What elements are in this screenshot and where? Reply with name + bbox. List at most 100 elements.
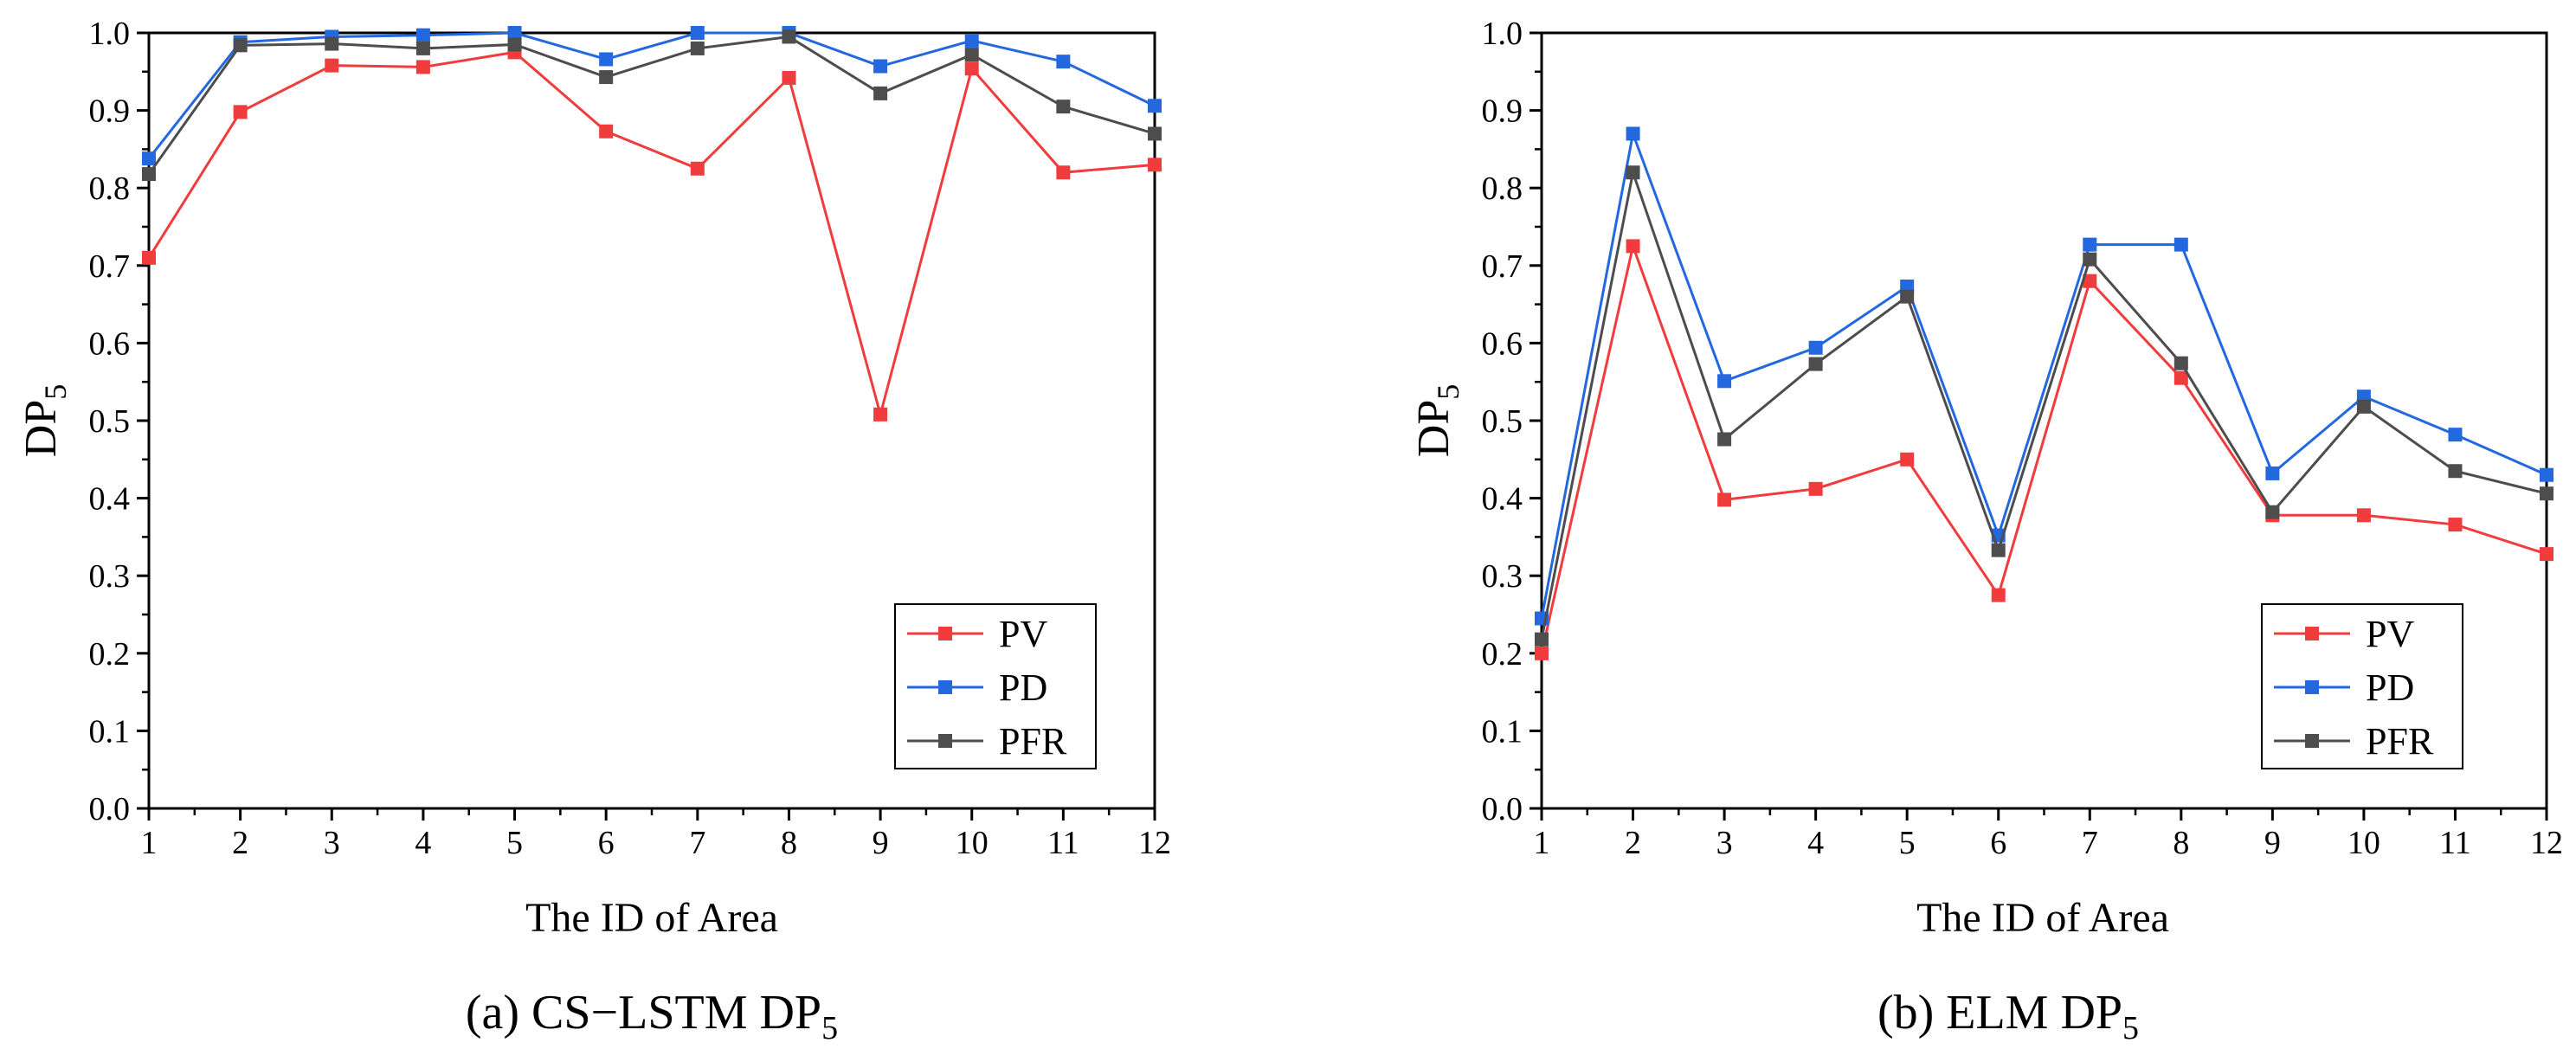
- y-tick-label: 0.0: [1482, 791, 1523, 827]
- y-tick-label: 0.7: [89, 248, 131, 285]
- caption-sub: 5: [2122, 1010, 2139, 1046]
- x-tick-label: 3: [1716, 825, 1733, 861]
- data-point-pfr: [2448, 464, 2463, 479]
- x-tick-label: 9: [873, 825, 889, 861]
- x-tick-label: 5: [1899, 825, 1916, 861]
- data-point-pfr: [1148, 126, 1162, 141]
- series-line-pfr: [1540, 167, 2547, 640]
- data-point-pv: [2083, 274, 2097, 288]
- data-point-pd: [507, 26, 522, 40]
- x-tick-label: 5: [506, 825, 523, 861]
- caption-sub: 5: [821, 1010, 838, 1046]
- y-tick-label: 0.8: [1482, 171, 1523, 207]
- x-tick-label: 12: [1138, 825, 1171, 861]
- y-tick-label: 0.3: [89, 558, 131, 595]
- data-point-pv: [599, 124, 614, 138]
- series-line-pd: [1540, 128, 2547, 619]
- data-point-pv: [2448, 518, 2463, 532]
- data-point-pd: [2174, 237, 2188, 252]
- data-point-pfr: [507, 37, 522, 52]
- y-axis-title-text: DP5: [1409, 384, 1465, 457]
- legend-marker-pfr: [938, 734, 952, 748]
- data-point-pv: [415, 60, 430, 74]
- data-point-pfr: [1991, 543, 2006, 557]
- data-point-pd: [1148, 99, 1162, 113]
- data-point-pfr: [964, 48, 979, 62]
- data-point-pv: [1808, 481, 1823, 496]
- data-point-pv: [1535, 646, 1549, 660]
- y-tick-label: 0.8: [89, 171, 131, 207]
- data-point-pfr: [2265, 505, 2280, 519]
- data-point-pv: [690, 161, 705, 176]
- data-point-pv: [1900, 452, 1915, 467]
- data-point-pv: [2356, 508, 2371, 523]
- y-tick-label: 0.9: [1482, 93, 1523, 130]
- data-point-pd: [1626, 126, 1640, 141]
- x-tick-label: 11: [2439, 825, 2471, 861]
- chart-panel-b: 0.00.10.20.30.40.50.60.70.80.91.01 2 3 4 5 6 7…: [1409, 16, 2563, 1046]
- y-axis-title-main: DP: [16, 400, 66, 457]
- data-point-pfr: [1056, 100, 1071, 114]
- data-point-pfr: [1808, 357, 1823, 371]
- y-tick-label: 0.4: [1482, 481, 1523, 518]
- data-point-pd: [415, 28, 430, 42]
- caption-main: (a) CS−LSTM DP: [466, 986, 821, 1039]
- caption-main: (b) ELM DP: [1877, 986, 2122, 1039]
- y-axis-title-text: DP5: [16, 384, 73, 457]
- x-tick-label: 7: [689, 825, 705, 861]
- x-tick-label: 8: [2173, 825, 2189, 861]
- data-point-pfr: [142, 167, 156, 182]
- data-point-pd: [2083, 237, 2097, 252]
- legend-marker-pfr: [2305, 734, 2319, 748]
- data-point-pv: [1148, 158, 1162, 172]
- data-point-pv: [782, 70, 796, 85]
- data-point-pfr: [782, 29, 796, 44]
- x-tick-label: 1: [141, 825, 158, 861]
- legend-label-pd: PD: [2366, 666, 2414, 709]
- x-tick-label: 2: [232, 825, 248, 861]
- data-point-pv: [1717, 492, 1732, 507]
- data-point-pfr: [1900, 289, 1915, 304]
- legend-label-pd: PD: [999, 666, 1047, 709]
- y-tick-label: 0.0: [89, 791, 131, 827]
- y-tick-label: 0.6: [1482, 325, 1523, 362]
- x-tick-label: 12: [2530, 825, 2563, 861]
- data-point-pd: [1808, 340, 1823, 355]
- data-point-pfr: [233, 38, 248, 53]
- y-tick-label: 0.2: [1482, 636, 1523, 673]
- data-point-pv: [142, 250, 156, 265]
- data-point-pd: [2448, 428, 2463, 442]
- figure-caption: (b) ELM DP5: [1877, 986, 2139, 1046]
- series-line-pd: [147, 31, 1156, 160]
- series-line-pfr: [147, 35, 1156, 175]
- legend-label-pfr: PFR: [999, 720, 1067, 763]
- x-axis-title: The ID of Area: [525, 895, 778, 941]
- data-point-pv: [2540, 547, 2553, 562]
- y-axis-title: DP5: [16, 384, 73, 457]
- data-point-pfr: [2174, 356, 2188, 370]
- x-axis-title: The ID of Area: [1916, 895, 2169, 941]
- y-tick-label: 0.2: [89, 636, 131, 673]
- x-tick-label: 11: [1047, 825, 1079, 861]
- data-point-pfr: [599, 70, 614, 85]
- data-point-pfr: [1626, 165, 1640, 180]
- data-point-pv: [964, 61, 979, 76]
- x-tick-label: 3: [324, 825, 340, 861]
- data-point-pfr: [415, 41, 430, 55]
- legend-marker-pv: [2305, 627, 2319, 640]
- legend-label-pv: PV: [999, 613, 1047, 655]
- data-point-pd: [1717, 374, 1732, 389]
- y-tick-label: 1.0: [89, 16, 131, 52]
- data-point-pd: [2540, 467, 2553, 482]
- legend-marker-pd: [2305, 680, 2319, 694]
- data-point-pv: [2174, 370, 2188, 385]
- data-point-pfr: [325, 36, 339, 51]
- y-tick-label: 0.5: [89, 403, 131, 440]
- data-point-pd: [1056, 55, 1071, 69]
- data-point-pv: [873, 407, 888, 422]
- y-tick-label: 0.3: [1482, 558, 1523, 595]
- data-point-pfr: [1535, 632, 1549, 647]
- x-tick-label: 1: [1534, 825, 1550, 861]
- y-axis-title-sub: 5: [38, 384, 73, 400]
- data-point-pv: [233, 105, 248, 119]
